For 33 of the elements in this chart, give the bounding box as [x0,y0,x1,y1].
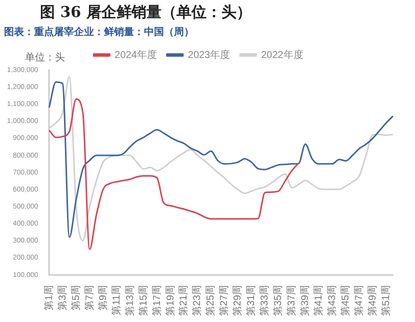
x-tick-label: 第45周 [340,284,352,316]
x-tick-label: 第35周 [272,284,284,316]
x-tick-label: 第43周 [326,284,338,316]
x-tick-label: 第41周 [312,284,325,316]
x-tick-label: 第7周 [83,284,96,310]
x-tick-label: 第49周 [366,284,379,316]
legend-label: 2023年度 [188,48,230,61]
x-tick-label: 第9周 [96,284,109,310]
x-tick-label: 第33周 [258,284,271,316]
chart-subtitle: 图表：重点屠宰企业：鲜销量：中国（周） [4,26,194,38]
legend-label: 2022年度 [261,48,304,61]
x-tick-label: 第27周 [218,284,230,316]
x-tick-label: 第31周 [245,284,258,316]
x-tick-label: 第29周 [232,284,244,316]
x-tick-label: 第5周 [70,284,82,310]
x-tick-label: 第51周 [380,284,392,316]
x-tick-label: 第3周 [56,284,68,310]
chart-title: 图 36 屠企鲜销量（单位：头） [39,2,252,23]
x-tick-label: 第37周 [286,284,298,316]
x-tick-label: 第39周 [299,284,312,316]
x-tick-label: 第19周 [164,284,176,316]
x-tick-label: 第11周 [110,284,122,316]
x-tick-label: 第21周 [178,284,190,316]
x-tick-label: 第17周 [150,284,163,316]
y-axis-title: 单位：头 [25,52,66,64]
line-series [48,98,300,250]
x-tick-label: 第25周 [204,284,217,316]
legend-label: 2024年度 [114,48,157,61]
x-tick-label: 第1周 [42,284,55,310]
x-tick-label: 第23周 [191,284,204,316]
x-tick-label: 第13周 [124,284,136,316]
x-tick-label: 第47周 [353,284,366,316]
x-tick-label: 第15周 [137,284,150,316]
